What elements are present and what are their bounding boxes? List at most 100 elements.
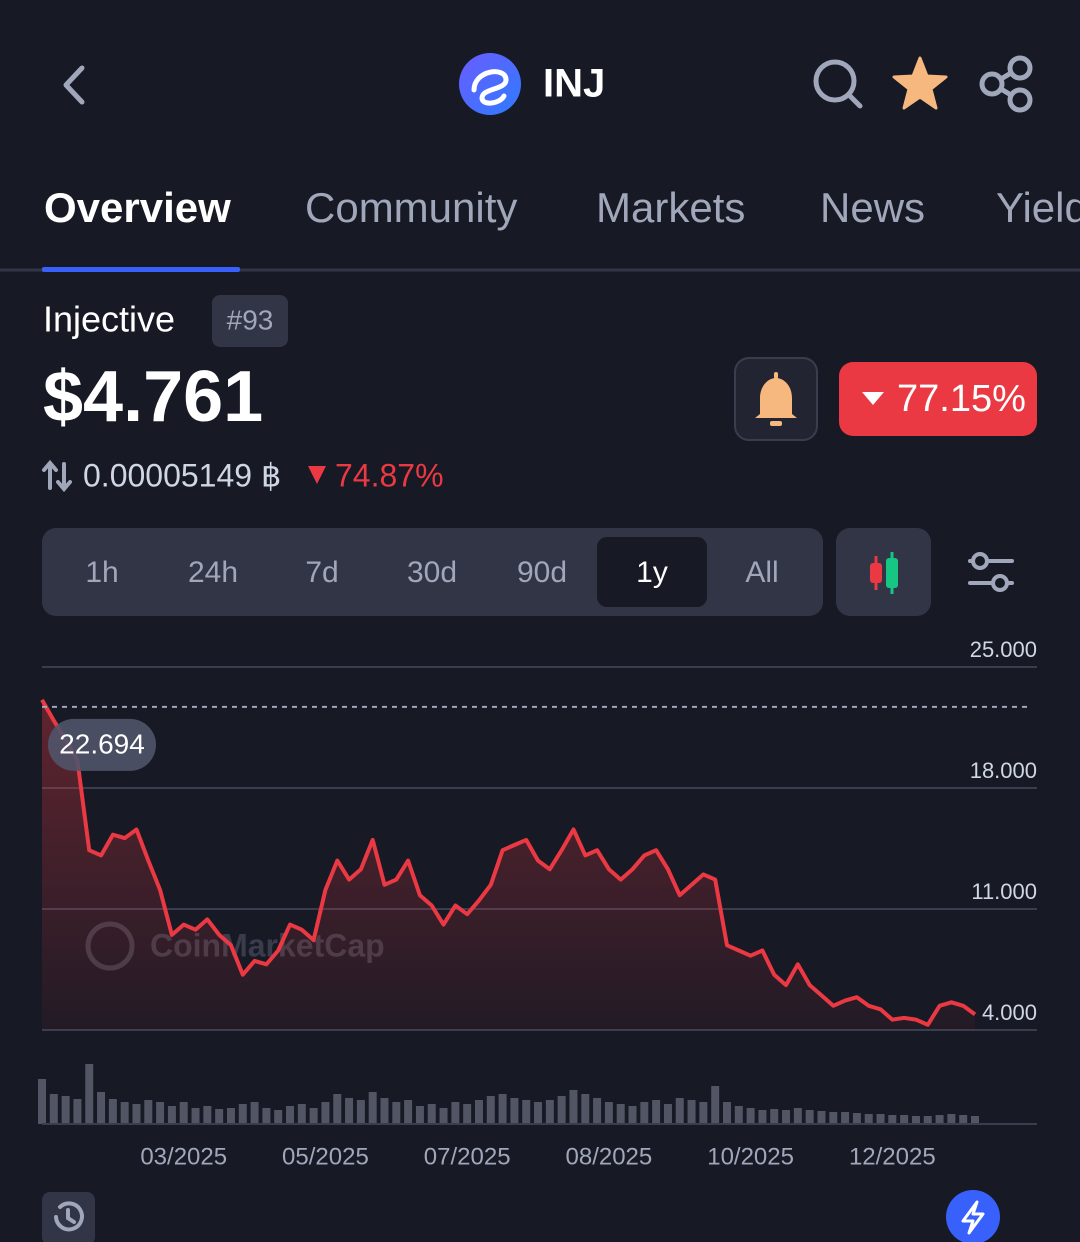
volume-bar [309,1108,318,1124]
tab[interactable]: News [820,184,925,231]
volume-bar [805,1110,814,1124]
y-tick-label: 25.000 [970,637,1037,662]
volume-bar [888,1115,897,1124]
volume-bar [711,1086,720,1124]
change-badge [839,362,1037,436]
price-chart: 4.00011.00018.00025.000CoinMarketCap22.6… [38,637,1037,1170]
timeframe-option[interactable]: 90d [517,556,567,589]
volume-bar [841,1112,850,1124]
tab[interactable]: Markets [596,184,745,231]
tab-bar: Overview Community Markets News Yield [44,184,1080,231]
volume-bar [156,1102,165,1124]
volume-bar [510,1098,519,1124]
x-tick-label: 12/2025 [849,1143,936,1170]
reference-bubble [48,718,156,771]
volume-bar [144,1100,153,1124]
price-change: 77.15% [897,378,1026,420]
volume-bar [746,1108,755,1124]
header-title: INJ [543,62,605,106]
watchlist-star[interactable] [892,56,948,110]
volume-bar [699,1102,708,1124]
quick-action-button[interactable] [946,1190,1000,1242]
volume-bar [321,1102,330,1124]
volume-bar [61,1096,70,1124]
volume-bar [923,1116,932,1124]
volume-bar [581,1094,590,1124]
volume-bar [557,1096,566,1124]
coin-logo [459,53,521,115]
volume-bar [250,1102,259,1124]
volume-bar [758,1110,767,1124]
volume-bar [97,1092,106,1124]
volume-bar [73,1099,82,1124]
volume-bar [132,1104,141,1124]
back-button[interactable] [63,65,85,105]
volume-bar [38,1079,46,1124]
volume-bar [935,1115,944,1124]
volume-bar [852,1113,861,1124]
volume-bar [782,1110,791,1124]
volume-bar [179,1102,188,1124]
volume-bar [274,1110,283,1124]
search-button[interactable] [813,59,863,109]
volume-bar [770,1109,779,1124]
timeframe-option[interactable]: 1y [636,556,668,589]
volume-bar [262,1108,271,1124]
x-tick-label: 05/2025 [282,1143,369,1170]
rank-badge [212,295,288,347]
y-tick-label: 4.000 [982,1000,1037,1025]
y-tick-label: 11.000 [971,879,1037,904]
volume-bar [663,1104,672,1124]
volume-bar [829,1112,838,1124]
volume-bar [368,1092,377,1124]
share-button[interactable] [979,55,1033,113]
tab[interactable]: Overview [44,184,231,231]
coin-name: Injective [43,299,175,340]
volume-bar [120,1102,129,1124]
tab[interactable]: Community [305,184,517,231]
history-button[interactable] [42,1192,95,1242]
volume-bar [876,1114,885,1124]
volume-bar [427,1104,436,1124]
timeframe-option[interactable]: 30d [407,556,457,589]
volume-bar [203,1106,212,1124]
volume-bar [345,1098,354,1124]
volume-bar [167,1106,176,1124]
timeframe-option[interactable]: 24h [188,556,238,589]
volume-bar [864,1114,873,1124]
volume-bar [380,1098,389,1124]
rank: #93 [227,304,274,335]
btc-change: 74.87% [335,457,444,493]
volume-bar [947,1114,956,1124]
x-tick-label: 03/2025 [140,1143,227,1170]
price: $4.761 [43,357,263,437]
volume-bar [49,1094,58,1124]
volume-bar [734,1106,743,1124]
timeframe-option[interactable]: 7d [305,556,338,589]
timeframe-group: 1h 24h 7d 30d 90d 1y All [85,537,779,607]
volume-bar [191,1108,200,1124]
volume-bar [297,1104,306,1124]
price-area [42,699,975,1030]
y-tick-label: 18.000 [970,758,1037,783]
x-tick-label: 07/2025 [424,1143,511,1170]
volume-bar [569,1090,578,1124]
reference-label: 22.694 [59,728,145,759]
tab-indicator [42,267,240,272]
volume-bar [238,1104,247,1124]
tab[interactable]: Yield [996,184,1080,231]
candle-toggle[interactable] [836,528,931,616]
timeframe-option[interactable]: All [745,556,778,589]
timeframe-active [597,537,707,607]
volume-bar [108,1099,117,1124]
timeframe-option[interactable]: 1h [85,556,118,589]
price-alert-button[interactable] [734,357,818,441]
volume-bar [439,1108,448,1124]
chart-settings[interactable] [968,552,1014,592]
volume-bar [226,1108,235,1124]
volume-bar [687,1100,696,1124]
volume-bar [911,1116,920,1124]
volume-bar [959,1115,968,1124]
volume-bar [675,1098,684,1124]
